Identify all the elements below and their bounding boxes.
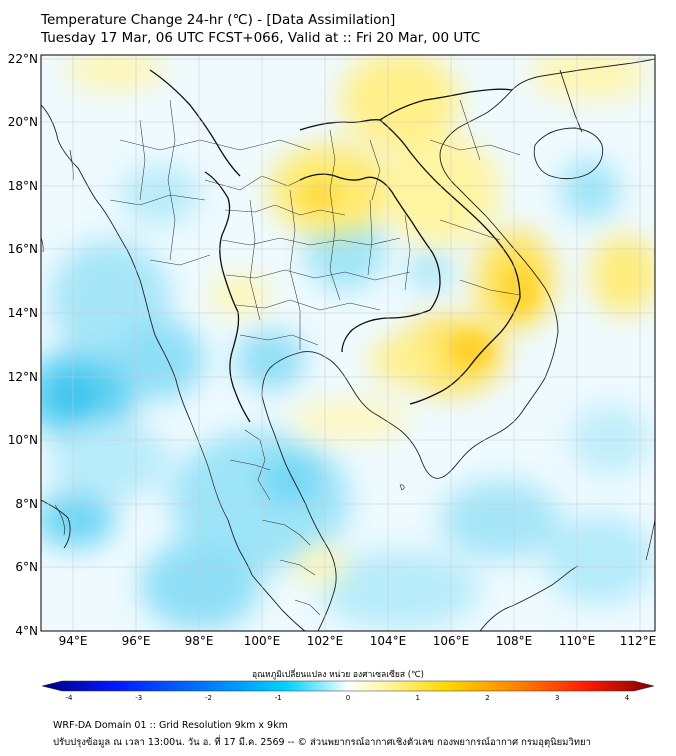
- province-boundaries: [109, 99, 521, 616]
- lon-label: 108°E: [496, 634, 533, 648]
- colorbar-tick-label: -1: [275, 694, 282, 702]
- lat-label: 22°N: [8, 52, 38, 66]
- lat-label: 10°N: [8, 433, 38, 447]
- chart-title: Temperature Change 24-hr (℃) - [Data Ass…: [41, 12, 396, 28]
- colorbar-tick-label: 2: [485, 694, 489, 702]
- colorbar-title: อุณหภูมิเปลี่ยนแปลง หน่วย องศาเซลเซียส (…: [252, 670, 424, 680]
- footer-model-info: WRF-DA Domain 01 :: Grid Resolution 9km …: [53, 720, 288, 731]
- footer-credit: ปรับปรุงข้อมูล ณ เวลา 13:00น. วัน อ. ที่…: [53, 737, 591, 748]
- lon-label: 102°E: [307, 634, 344, 648]
- colorbar-tick-label: 4: [625, 694, 630, 702]
- lat-label: 6°N: [15, 560, 38, 574]
- lat-label: 20°N: [8, 115, 38, 129]
- national-borders: [149, 69, 521, 423]
- lon-label: 100°E: [244, 634, 281, 648]
- longitude-labels: 94°E 96°E 98°E 100°E 102°E 104°E 106°E 1…: [59, 634, 657, 648]
- latitude-labels: 22°N 20°N 18°N 16°N 14°N 12°N 10°N 8°N 6…: [8, 52, 38, 638]
- colorbar: -4 -3 -2 -1 0 1 2 3 4: [41, 680, 655, 702]
- colorbar-tick-label: -4: [66, 694, 74, 702]
- colorbar-bar: [41, 680, 655, 692]
- graticule: [41, 55, 655, 631]
- colorbar-tick-label: 3: [555, 694, 559, 702]
- colorbar-tick-label: -3: [135, 694, 142, 702]
- lat-label: 4°N: [15, 624, 38, 638]
- lat-label: 18°N: [8, 179, 38, 193]
- colorbar-tick-label: 0: [346, 694, 350, 702]
- lon-label: 104°E: [370, 634, 407, 648]
- lat-label: 8°N: [15, 497, 38, 511]
- cooling-areas: [41, 160, 655, 630]
- lon-label: 110°E: [559, 634, 596, 648]
- temperature-field: [41, 55, 655, 631]
- lat-label: 16°N: [8, 242, 38, 256]
- colorbar-tick-label: -2: [205, 694, 212, 702]
- lon-label: 94°E: [59, 634, 88, 648]
- colorbar-tick-label: 1: [416, 694, 420, 702]
- lon-label: 98°E: [185, 634, 214, 648]
- map-frame: [40, 54, 656, 632]
- lon-label: 106°E: [433, 634, 470, 648]
- lat-label: 14°N: [8, 306, 38, 320]
- lon-label: 112°E: [620, 634, 657, 648]
- coastlines: [41, 58, 655, 631]
- lat-label: 12°N: [8, 370, 38, 384]
- chart-subtitle: Tuesday 17 Mar, 06 UTC FCST+066, Valid a…: [41, 30, 481, 46]
- lon-label: 96°E: [122, 634, 151, 648]
